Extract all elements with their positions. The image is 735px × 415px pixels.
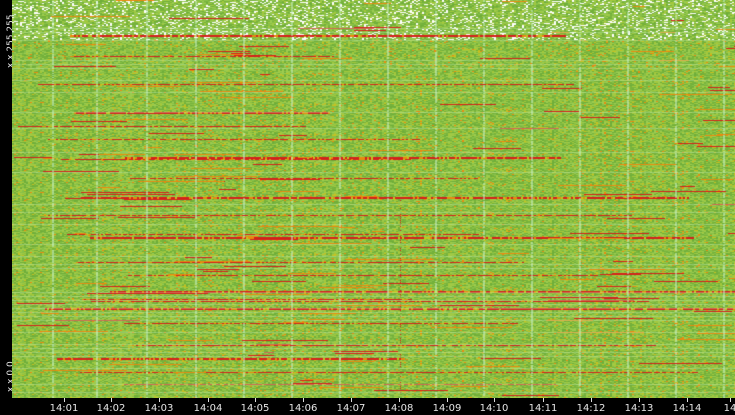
x-tick-label: 14:11 [528, 403, 558, 414]
x-tick-mark [447, 398, 448, 402]
x-tick-label: 14:07 [336, 403, 366, 414]
x-tick-mark [543, 398, 544, 402]
x-tick-mark [208, 398, 209, 402]
x-tick-mark [591, 398, 592, 402]
x-tick-label: 14:03 [144, 403, 174, 414]
heatmap-canvas[interactable] [12, 0, 735, 398]
x-tick-mark [730, 398, 731, 402]
x-tick-label: 14:12 [576, 403, 606, 414]
x-tick-mark [159, 398, 160, 402]
x-tick-mark [399, 398, 400, 402]
x-axis: 14:01 14:02 14:03 14:04 14:05 14:06 14:07 14:08… [0, 398, 735, 415]
y-axis: x.x.255.255 x.x.0.0 [0, 0, 16, 398]
x-tick-mark [303, 398, 304, 402]
x-tick-mark [64, 398, 65, 402]
x-tick-mark [351, 398, 352, 402]
x-tick-label: 14:06 [288, 403, 318, 414]
x-tick-label: 14:13 [624, 403, 654, 414]
heatmap-plot[interactable] [12, 0, 735, 398]
x-tick-mark [494, 398, 495, 402]
x-tick-label: 14:14 [672, 403, 702, 414]
x-tick-mark [111, 398, 112, 402]
x-tick-label: 14:01 [49, 403, 79, 414]
x-tick-label: 14:05 [240, 403, 270, 414]
x-tick-label: 14:02 [96, 403, 126, 414]
x-tick-label: 14:09 [432, 403, 462, 414]
x-tick-mark [255, 398, 256, 402]
x-tick-mark [639, 398, 640, 402]
x-tick-label: 14:04 [193, 403, 223, 414]
x-tick-label: 14:08 [384, 403, 414, 414]
x-tick-label: 14 [723, 403, 735, 414]
x-tick-mark [687, 398, 688, 402]
x-tick-label: 14:10 [479, 403, 509, 414]
